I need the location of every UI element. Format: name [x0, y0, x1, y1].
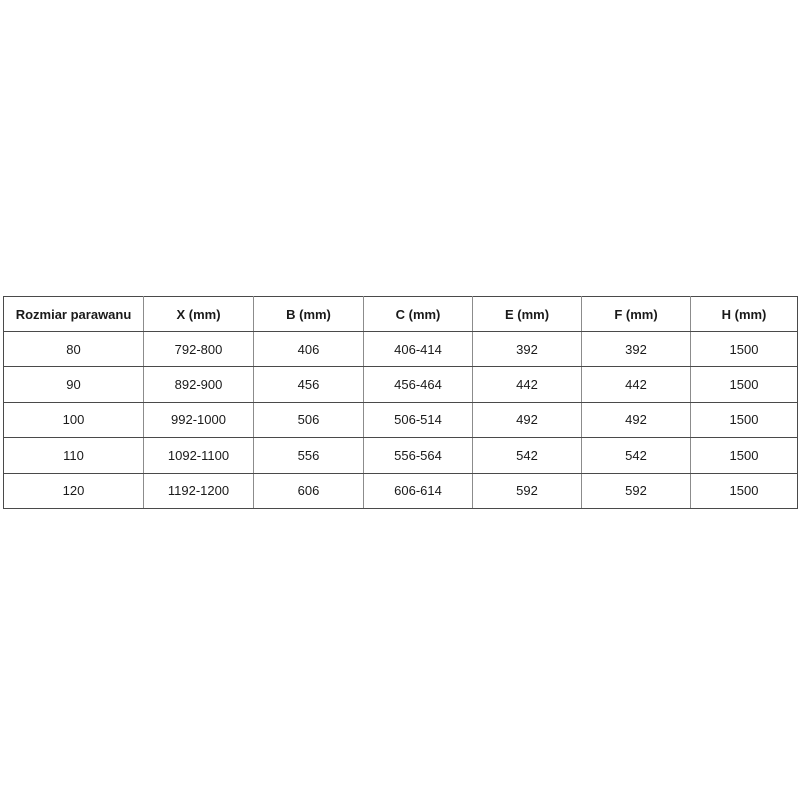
- cell-c: 606-614: [363, 472, 473, 509]
- cell-c: 456-464: [363, 366, 473, 403]
- cell-size: 110: [3, 437, 144, 474]
- table-row: 110 1092-1100 556 556-564 542 542 1500: [3, 437, 798, 474]
- cell-b: 606: [253, 472, 364, 509]
- cell-f: 442: [581, 366, 691, 403]
- cell-x: 792-800: [143, 330, 254, 368]
- column-header-c: C (mm): [363, 296, 473, 332]
- cell-e: 542: [472, 437, 582, 474]
- cell-f: 392: [581, 330, 691, 368]
- column-header-size: Rozmiar parawanu: [3, 296, 144, 332]
- cell-b: 456: [253, 366, 364, 403]
- cell-b: 506: [253, 401, 364, 439]
- spec-table-container: Rozmiar parawanu X (mm) B (mm) C (mm) E …: [3, 296, 798, 509]
- table-row: 80 792-800 406 406-414 392 392 1500: [3, 330, 798, 368]
- cell-x: 1192-1200: [143, 472, 254, 509]
- cell-x: 992-1000: [143, 401, 254, 439]
- cell-size: 100: [3, 401, 144, 439]
- cell-h: 1500: [690, 437, 798, 474]
- cell-c: 556-564: [363, 437, 473, 474]
- cell-f: 542: [581, 437, 691, 474]
- cell-e: 492: [472, 401, 582, 439]
- cell-h: 1500: [690, 472, 798, 509]
- table-row: 90 892-900 456 456-464 442 442 1500: [3, 366, 798, 403]
- cell-c: 406-414: [363, 330, 473, 368]
- cell-b: 406: [253, 330, 364, 368]
- cell-f: 492: [581, 401, 691, 439]
- cell-size: 120: [3, 472, 144, 509]
- cell-h: 1500: [690, 366, 798, 403]
- table-row: 100 992-1000 506 506-514 492 492 1500: [3, 401, 798, 439]
- column-header-b: B (mm): [253, 296, 364, 332]
- cell-e: 392: [472, 330, 582, 368]
- column-header-x: X (mm): [143, 296, 254, 332]
- cell-size: 90: [3, 366, 144, 403]
- cell-h: 1500: [690, 401, 798, 439]
- cell-f: 592: [581, 472, 691, 509]
- table-header: Rozmiar parawanu X (mm) B (mm) C (mm) E …: [3, 296, 798, 332]
- cell-e: 592: [472, 472, 582, 509]
- table-body: 80 792-800 406 406-414 392 392 1500 90 8…: [3, 330, 798, 509]
- cell-e: 442: [472, 366, 582, 403]
- shower-screen-dimensions-table: Rozmiar parawanu X (mm) B (mm) C (mm) E …: [3, 296, 798, 509]
- table-header-row: Rozmiar parawanu X (mm) B (mm) C (mm) E …: [3, 296, 798, 332]
- cell-size: 80: [3, 330, 144, 368]
- cell-b: 556: [253, 437, 364, 474]
- column-header-h: H (mm): [690, 296, 798, 332]
- cell-h: 1500: [690, 330, 798, 368]
- table-row: 120 1192-1200 606 606-614 592 592 1500: [3, 472, 798, 509]
- cell-x: 892-900: [143, 366, 254, 403]
- column-header-e: E (mm): [472, 296, 582, 332]
- column-header-f: F (mm): [581, 296, 691, 332]
- cell-x: 1092-1100: [143, 437, 254, 474]
- cell-c: 506-514: [363, 401, 473, 439]
